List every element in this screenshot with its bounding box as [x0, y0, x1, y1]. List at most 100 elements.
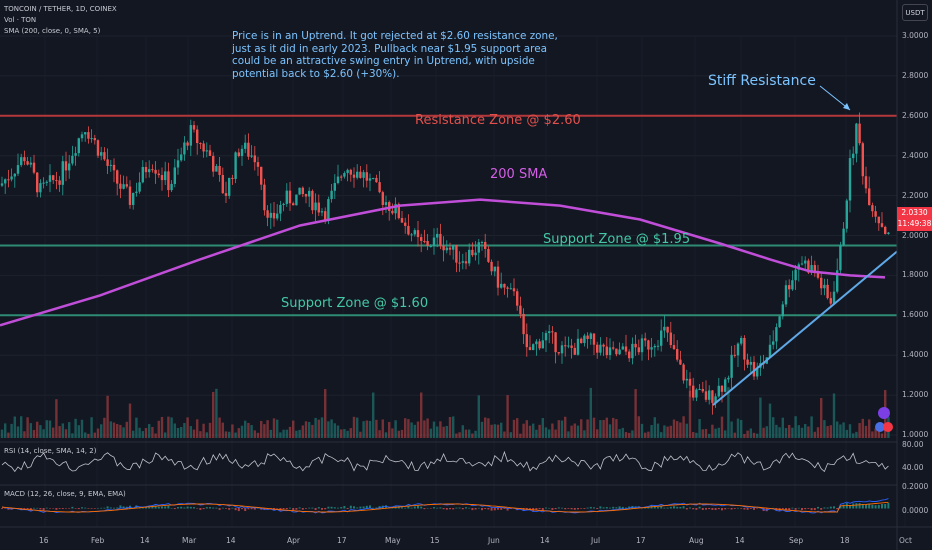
candle-body [13, 173, 16, 177]
macd-bar [653, 506, 656, 509]
candle-body [682, 364, 685, 381]
symbol-legend[interactable]: TONCOIN / TETHER, 1D, COINEX [4, 5, 117, 13]
macd-bar [205, 507, 208, 509]
volume-bar [752, 432, 756, 438]
candle-body [688, 378, 692, 386]
rsi-legend[interactable]: RSI (14, close, SMA, 14, 2) [4, 447, 97, 455]
side-icons[interactable] [875, 407, 893, 432]
candle-body [196, 129, 199, 144]
candle-body [640, 338, 644, 353]
volume-bar [327, 421, 330, 438]
time-tick: 14 [226, 536, 236, 545]
macd-legend[interactable]: MACD (12, 26, close, 9, EMA, EMA) [4, 490, 126, 498]
volume-bar [746, 430, 749, 438]
macd-bar [276, 508, 279, 509]
macd-bar [455, 507, 458, 509]
macd-bar [618, 506, 621, 509]
volume-bar [192, 429, 196, 438]
candle-body [109, 164, 112, 166]
candle-body [720, 385, 724, 392]
candle-body [596, 344, 599, 353]
candle-body [605, 346, 608, 356]
macd-bar [487, 508, 490, 510]
volume-bar [471, 433, 474, 438]
volume-bar [848, 424, 852, 438]
candle-body [32, 162, 36, 173]
volume-bar [100, 424, 103, 438]
candle-body [621, 346, 624, 350]
candle-body [631, 343, 634, 359]
volume-bar [253, 430, 256, 438]
volume-bar [653, 417, 656, 438]
volume-bar [13, 416, 16, 438]
candle-body [567, 345, 570, 347]
candle-body [794, 269, 797, 281]
sma-legend[interactable]: SMA (200, close, 0, SMA, 5) [4, 27, 101, 35]
volume-bar [381, 419, 384, 438]
macd-bar [196, 508, 199, 509]
macd-bar [692, 508, 695, 510]
macd-bar [503, 508, 506, 509]
macd-bar [509, 508, 512, 509]
candle-body [663, 326, 666, 331]
macd-bar [413, 506, 416, 509]
volume-bar [826, 426, 829, 438]
volume-bar [164, 432, 167, 438]
volume-bar [314, 417, 317, 438]
macd-bar [746, 508, 749, 510]
candle-body [16, 165, 20, 174]
candle-body [292, 203, 295, 206]
volume-bar [423, 420, 426, 438]
volume-bar [640, 423, 644, 438]
candle-body [768, 344, 772, 358]
volume-bar [778, 427, 781, 438]
volume-bar [288, 426, 292, 438]
volume-bar [864, 425, 868, 438]
candle-body [352, 174, 356, 178]
volume-bar [448, 417, 452, 438]
candle-body [832, 291, 836, 304]
macd-bar [183, 507, 186, 509]
macd-bar [884, 503, 887, 509]
candle-body [317, 202, 320, 213]
candle-body [455, 244, 458, 263]
volume-bar [813, 431, 816, 438]
volume-bar [676, 421, 679, 438]
macd-bar [599, 506, 602, 509]
volume-bar [39, 425, 42, 438]
volume-bar [637, 416, 640, 438]
volume-bar [48, 420, 52, 438]
macd-bar [337, 507, 339, 509]
volume-bar [496, 424, 500, 438]
macd-bar [541, 508, 544, 511]
candle-body [173, 167, 176, 184]
volume-bar [231, 424, 234, 438]
volume-bar [58, 426, 61, 438]
macd-bar [849, 505, 851, 509]
candle-body [74, 153, 77, 156]
trendline[interactable] [712, 250, 898, 406]
candle-body [522, 313, 525, 335]
macd-bar [545, 507, 547, 509]
macd-bar [682, 506, 685, 509]
macd-bar [881, 504, 883, 509]
macd-bar [97, 507, 99, 509]
volume-legend[interactable]: Vol · TON [4, 16, 37, 24]
volume-bar [55, 399, 58, 438]
macd-bar [717, 508, 720, 510]
volume-bar [87, 433, 90, 438]
candle-body [368, 178, 372, 181]
candle-body [170, 183, 173, 191]
volume-bar [464, 429, 468, 438]
volume-bar [532, 423, 535, 438]
candle-body [308, 190, 311, 197]
currency-badge[interactable]: USDT [902, 4, 928, 21]
price-tick: 1.0000 [902, 430, 929, 439]
price-tick: 3.0000 [902, 31, 929, 40]
macd-bar [349, 505, 352, 509]
candle-body [333, 183, 336, 191]
macd-bar [765, 508, 768, 512]
candle-body [810, 265, 813, 273]
time-tick: Jul [591, 536, 601, 545]
